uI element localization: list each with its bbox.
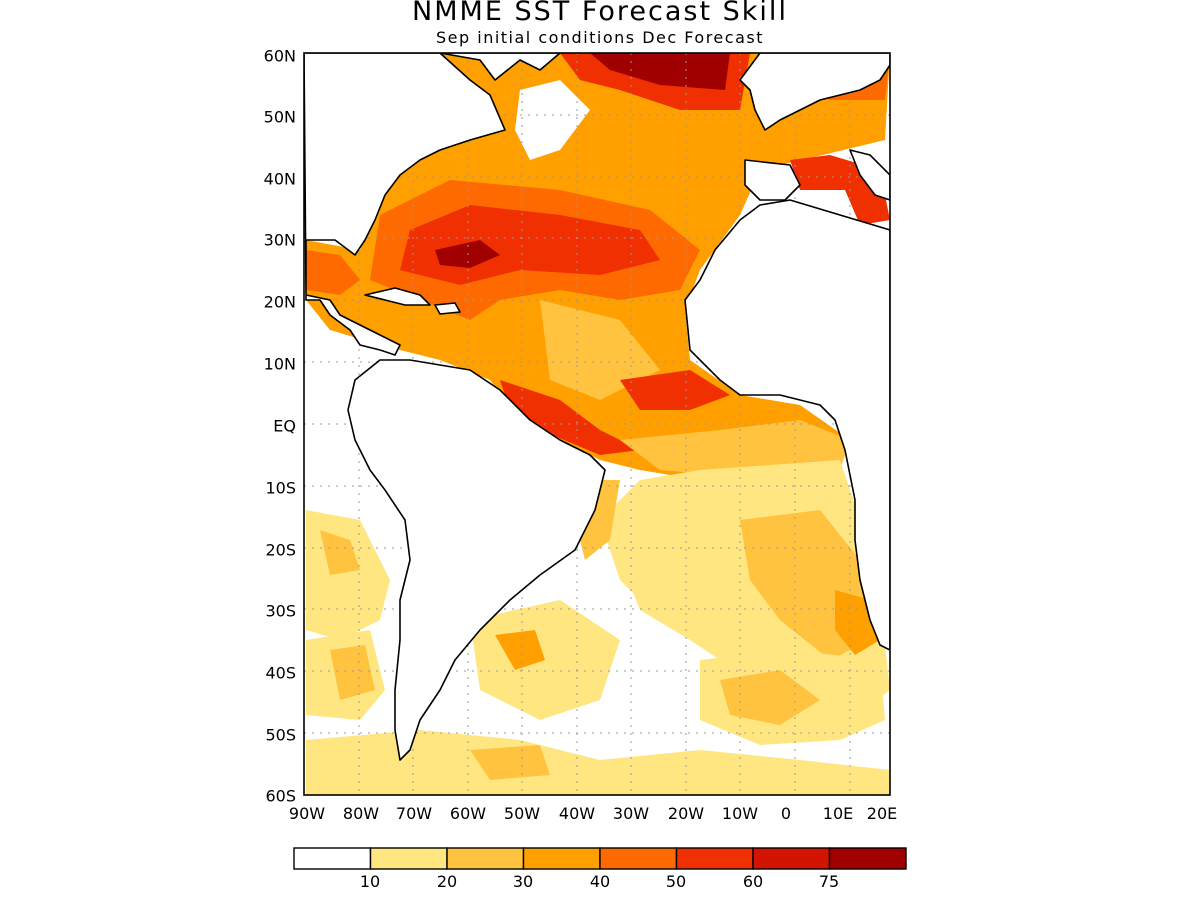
lat-label-40s: 40S — [265, 663, 296, 683]
lat-label-30n: 30N — [263, 230, 296, 250]
plot-frame — [303, 52, 891, 796]
colorbar-label-50: 50 — [665, 872, 687, 891]
skill-region-equatorial-west — [500, 380, 640, 455]
colorbar-bin-2 — [446, 847, 525, 870]
land-north-america — [304, 53, 506, 356]
lon-label-50w: 50W — [503, 804, 541, 823]
colorbar-label-75: 75 — [818, 872, 840, 891]
lat-label-60n: 60N — [263, 46, 296, 66]
lon-label-40w: 40W — [558, 804, 596, 823]
lat-label-10n: 10N — [263, 354, 296, 374]
lon-label-0: 0 — [780, 804, 792, 823]
skill-region-southern-ocean-east-mid — [720, 670, 820, 725]
skill-region-equatorial-east — [620, 370, 730, 410]
lon-label-20e: 20E — [866, 804, 898, 823]
land-iberia — [744, 159, 801, 201]
lon-label-70w: 70W — [395, 804, 433, 823]
skill-region-southern-ocean-south — [306, 730, 890, 795]
colorbar-bin-3 — [522, 847, 601, 870]
lat-label-20s: 20S — [265, 540, 296, 560]
colorbar-label-20: 20 — [436, 872, 458, 891]
skill-region-southwest-mid — [495, 630, 545, 670]
lat-label-50s: 50S — [265, 725, 296, 745]
land-europe — [739, 53, 890, 131]
lon-label-30w: 30W — [612, 804, 650, 823]
lat-label-60s: 60S — [265, 786, 296, 806]
lat-label-50n: 50N — [263, 107, 296, 127]
lat-label-eq: EQ — [273, 416, 296, 436]
skill-region-pacific-west-mid — [320, 530, 360, 575]
colorbar-bin-0 — [293, 847, 372, 870]
lat-label-10s: 10S — [265, 478, 296, 498]
map-title: NMME SST Forecast Skill — [412, 0, 788, 27]
colorbar-bin-6 — [752, 847, 831, 870]
lat-label-40n: 40N — [263, 169, 296, 189]
skill-region-northeast-peak — [590, 53, 730, 90]
lon-label-60w: 60W — [449, 804, 487, 823]
land-cuba — [364, 287, 431, 306]
lon-label-90w: 90W — [288, 804, 326, 823]
colorbar-bin-1 — [369, 847, 448, 870]
lon-label-10e: 10E — [822, 804, 854, 823]
colorbar — [293, 847, 907, 870]
lon-label-20w: 20W — [667, 804, 705, 823]
land-greenland — [439, 53, 561, 81]
lon-label-10w: 10W — [721, 804, 759, 823]
colorbar-label-10: 10 — [359, 872, 381, 891]
skill-region-light-band — [540, 300, 660, 400]
land-south-america — [347, 359, 606, 761]
land-africa — [684, 199, 890, 651]
colorbar-bin-7 — [828, 847, 907, 870]
land-masses — [304, 53, 890, 761]
skill-region-caribbean — [306, 250, 360, 295]
colorbar-bin-4 — [599, 847, 678, 870]
colorbar-label-60: 60 — [742, 872, 764, 891]
skill-region-pacific-southwest-mid — [330, 645, 375, 700]
skill-region-labrador-white — [515, 80, 590, 160]
colorbar-bin-5 — [675, 847, 754, 870]
lon-label-80w: 80W — [342, 804, 380, 823]
colorbar-label-40: 40 — [589, 872, 611, 891]
lat-label-30s: 30S — [265, 601, 296, 621]
skill-region-south-central — [620, 560, 730, 640]
lat-label-20n: 20N — [263, 292, 296, 312]
land-hispaniola — [434, 302, 461, 315]
skill-region-southern-ocean-south-mid — [470, 745, 550, 780]
map-subtitle: Sep initial conditions Dec Forecast — [436, 28, 764, 47]
land-italy — [849, 149, 890, 201]
colorbar-label-30: 30 — [512, 872, 534, 891]
